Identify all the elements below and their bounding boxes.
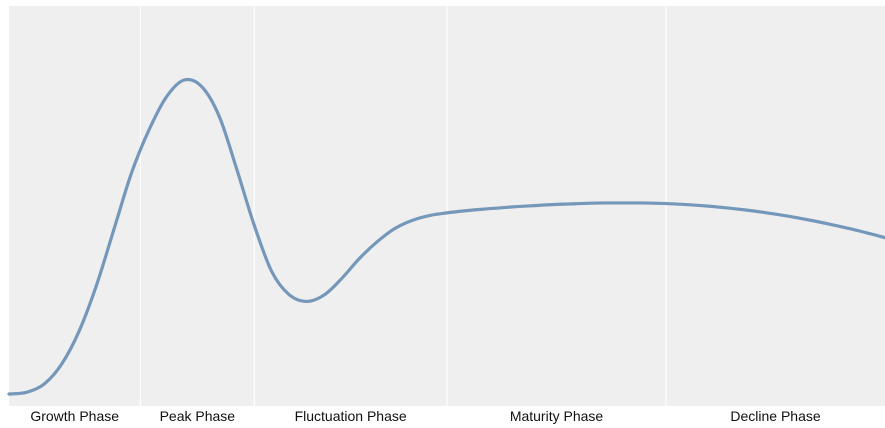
phase-dividers: [139, 6, 667, 406]
phase-label-1: Peak Phase: [160, 408, 236, 424]
phase-label-4: Decline Phase: [730, 408, 820, 424]
series-layer: [7, 77, 885, 396]
phase-label-3: Maturity Phase: [510, 408, 604, 424]
phase-label-2: Fluctuation Phase: [295, 408, 407, 424]
phase-label-0: Growth Phase: [30, 408, 119, 424]
series-line-0: [7, 77, 885, 396]
phase-labels: Growth Phase Peak Phase Fluctuation Phase M…: [30, 408, 821, 424]
